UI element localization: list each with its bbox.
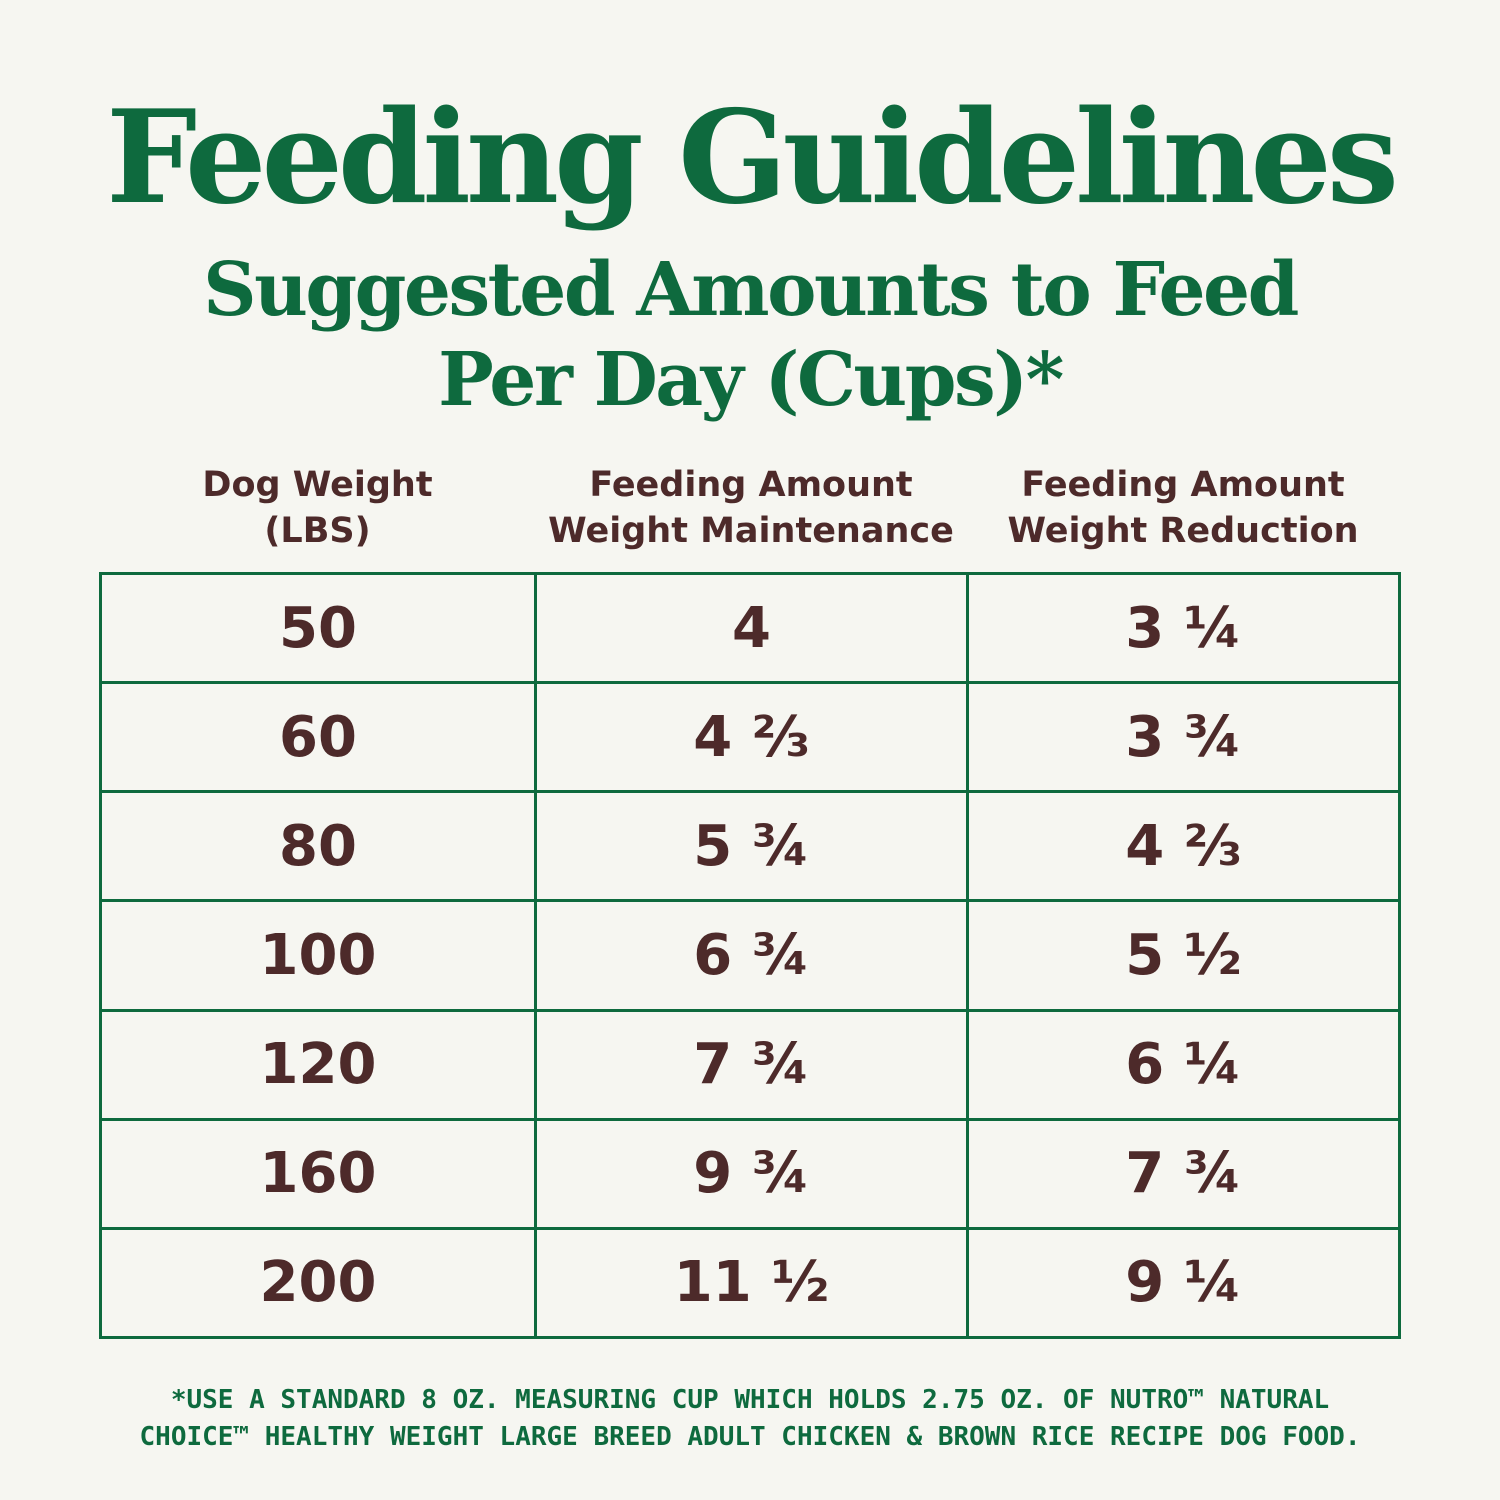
table-row: 50 4 3 ¼: [99, 571, 1401, 685]
table-row: 60 4 ⅔ 3 ¾: [99, 681, 1401, 794]
reduction-amount-cell: 6 ¼: [966, 1008, 1401, 1121]
reduction-amount-cell: 7 ¾: [966, 1117, 1401, 1230]
reduction-amount-cell: 5 ½: [966, 899, 1401, 1012]
footnote-line-1: *USE A STANDARD 8 OZ. MEASURING CUP WHIC…: [170, 1385, 1330, 1415]
dog-weight-cell: 60: [99, 681, 537, 794]
maintenance-amount-cell: 7 ¾: [534, 1008, 969, 1121]
maintenance-amount-cell: 5 ¾: [534, 790, 969, 903]
dog-weight-cell: 120: [99, 1008, 537, 1121]
maintenance-amount-cell: 4 ⅔: [534, 681, 969, 794]
maintenance-amount-cell: 4: [534, 571, 969, 685]
column-header-line: (LBS): [264, 511, 371, 551]
table-row: 120 7 ¾ 6 ¼: [99, 1008, 1401, 1121]
dog-weight-cell: 80: [99, 790, 537, 903]
reduction-amount-cell: 3 ¼: [966, 571, 1401, 685]
dog-weight-cell: 100: [99, 899, 537, 1012]
subtitle-line-2: Per Day (Cups)*: [438, 337, 1064, 423]
column-header-dog-weight: Dog Weight (LBS): [100, 462, 535, 554]
reduction-amount-cell: 3 ¾: [966, 681, 1401, 794]
column-header-line: Weight Maintenance: [548, 511, 954, 551]
maintenance-amount-cell: 6 ¾: [534, 899, 969, 1012]
dog-weight-cell: 160: [99, 1117, 537, 1230]
table-row: 100 6 ¾ 5 ½: [99, 899, 1401, 1012]
dog-weight-cell: 50: [99, 571, 537, 685]
footnote-line-2: CHOICE™ HEALTHY WEIGHT LARGE BREED ADULT…: [139, 1422, 1361, 1452]
column-header-maintenance: Feeding Amount Weight Maintenance: [535, 462, 967, 554]
table-row: 80 5 ¾ 4 ⅔: [99, 790, 1401, 903]
page-title: Feeding Guidelines: [106, 83, 1399, 233]
column-header-reduction: Feeding Amount Weight Reduction: [967, 462, 1399, 554]
reduction-amount-cell: 9 ¼: [966, 1226, 1401, 1340]
maintenance-amount-cell: 11 ½: [534, 1226, 969, 1340]
table-row: 200 11 ½ 9 ¼: [99, 1226, 1401, 1340]
feeding-table: 50 4 3 ¼ 60 4 ⅔ 3 ¾ 80 5 ¾ 4 ⅔ 100 6 ¾ 5…: [99, 571, 1401, 1340]
maintenance-amount-cell: 9 ¾: [534, 1117, 969, 1230]
table-row: 160 9 ¾ 7 ¾: [99, 1117, 1401, 1230]
column-header-line: Weight Reduction: [1007, 511, 1359, 551]
column-header-line: Feeding Amount: [1021, 465, 1345, 505]
reduction-amount-cell: 4 ⅔: [966, 790, 1401, 903]
column-header-line: Dog Weight: [202, 465, 433, 505]
dog-weight-cell: 200: [99, 1226, 537, 1340]
column-header-line: Feeding Amount: [589, 465, 913, 505]
subtitle-line-1: Suggested Amounts to Feed: [203, 247, 1299, 333]
